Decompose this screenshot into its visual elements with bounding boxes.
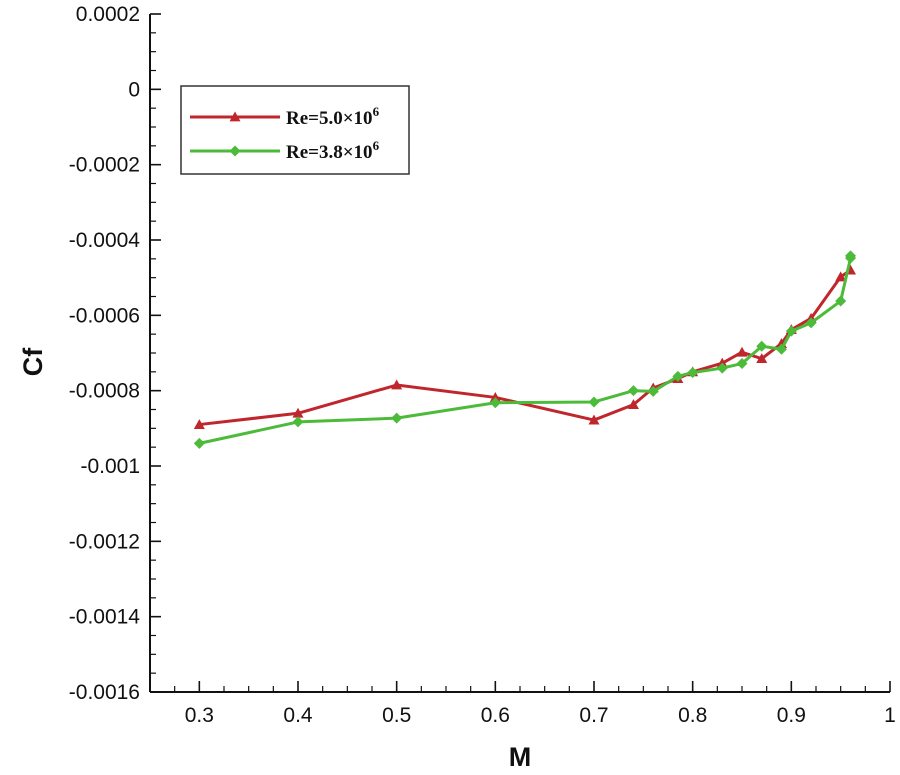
data-point bbox=[736, 358, 748, 370]
x-tick-label: 0.7 bbox=[579, 704, 608, 727]
x-tick-label: 0.6 bbox=[481, 704, 510, 727]
series-line bbox=[199, 255, 853, 445]
data-point bbox=[756, 353, 768, 364]
y-tick-label: -0.0006 bbox=[69, 304, 140, 327]
data-point bbox=[785, 325, 797, 337]
data-point bbox=[775, 343, 787, 355]
data-point bbox=[736, 346, 748, 357]
x-tick-label: 0.5 bbox=[382, 704, 411, 727]
data-point bbox=[716, 362, 728, 374]
x-tick-label: 0.9 bbox=[777, 704, 806, 727]
data-point bbox=[627, 399, 639, 410]
legend-box bbox=[180, 85, 410, 175]
data-point bbox=[647, 385, 659, 397]
y-tick-label: -0.0004 bbox=[69, 229, 141, 252]
y-axis-title: Cf bbox=[18, 347, 48, 376]
data-point bbox=[756, 340, 768, 352]
data-point bbox=[193, 419, 205, 429]
data-point bbox=[292, 407, 304, 418]
series-layer bbox=[193, 250, 857, 449]
y-tick-label: -0.0002 bbox=[69, 154, 140, 177]
data-point bbox=[687, 367, 699, 379]
data-point bbox=[489, 391, 501, 402]
data-point bbox=[835, 295, 847, 307]
y-tick-label: 0.0002 bbox=[76, 3, 140, 26]
data-point bbox=[588, 414, 600, 425]
y-axis: 0.0002 0 -0.0002 -0.0004 -0.0006 -0.0008 -0.00… bbox=[69, 3, 161, 704]
legend: Re=5.0×106 Re=3.8×106 bbox=[180, 85, 410, 175]
legend-label: Re=5.0×106 bbox=[286, 104, 380, 129]
data-point bbox=[391, 412, 403, 424]
x-tick-label: 0.4 bbox=[283, 704, 313, 727]
y-tick-label: 0 bbox=[128, 78, 140, 101]
data-point bbox=[489, 397, 501, 409]
x-axis: 0.3 0.4 0.5 0.6 0.7 0.8 0.9 1 bbox=[149, 681, 896, 727]
y-tick-label: -0.0016 bbox=[69, 681, 140, 704]
data-point bbox=[845, 250, 857, 262]
data-point bbox=[835, 271, 847, 282]
y-tick-label: -0.0014 bbox=[69, 606, 141, 629]
x-tick-label: 1 bbox=[884, 704, 896, 727]
data-point bbox=[588, 396, 600, 408]
y-tick-label: -0.0008 bbox=[69, 380, 140, 403]
y-tick-label: -0.001 bbox=[80, 455, 140, 478]
y-tick-label: -0.0012 bbox=[69, 530, 140, 553]
data-point bbox=[672, 370, 684, 382]
data-point bbox=[193, 437, 205, 449]
data-point bbox=[391, 379, 403, 390]
legend-marker bbox=[229, 111, 241, 122]
series-2 bbox=[193, 250, 857, 449]
x-axis-title: M bbox=[509, 742, 532, 772]
x-tick-label: 0.8 bbox=[678, 704, 707, 727]
series-1 bbox=[193, 264, 857, 429]
legend-marker bbox=[229, 145, 241, 157]
data-point bbox=[627, 385, 639, 397]
data-point bbox=[805, 317, 817, 329]
data-point bbox=[292, 416, 304, 428]
legend-label: Re=3.8×106 bbox=[286, 138, 380, 163]
x-tick-label: 0.3 bbox=[185, 704, 214, 727]
